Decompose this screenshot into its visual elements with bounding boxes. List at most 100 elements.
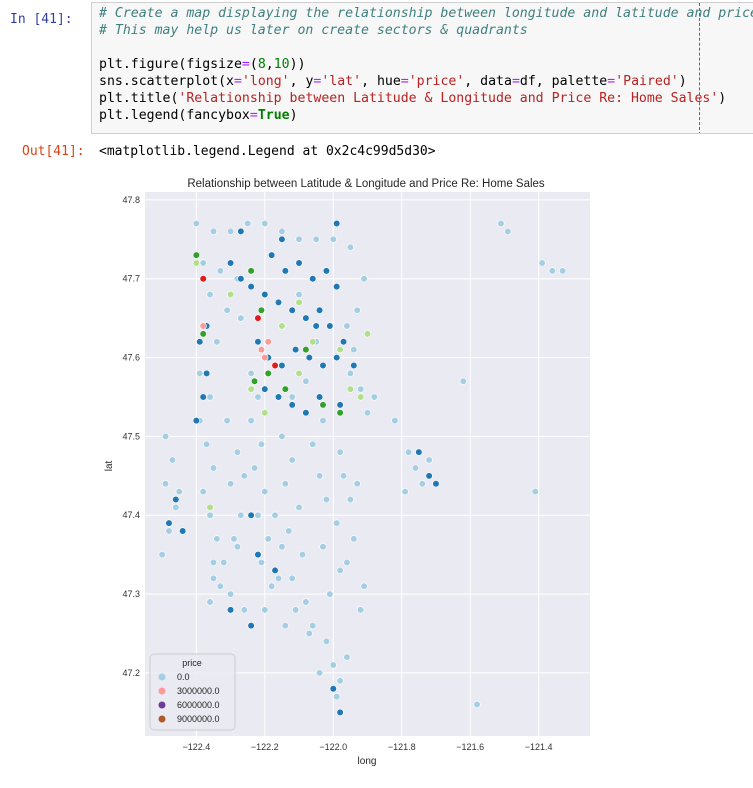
scatter-point	[281, 622, 289, 630]
scatter-point	[292, 346, 300, 354]
code-token: sns.scatterplot(x	[99, 74, 234, 89]
scatter-point	[264, 535, 272, 543]
scatter-point	[339, 338, 348, 346]
scatter-point	[271, 566, 279, 575]
x-tick-label: −121.8	[388, 742, 416, 752]
scatter-point	[226, 480, 235, 488]
scatter-point	[336, 401, 344, 409]
y-tick-label: 47.7	[122, 274, 140, 284]
code-token: , y	[289, 74, 314, 89]
scatter-point	[401, 487, 409, 496]
scatter-point	[203, 369, 211, 377]
scatter-point	[326, 590, 334, 598]
scatter-point	[343, 558, 351, 567]
legend-label: 3000000.0	[177, 686, 220, 696]
scatter-point	[247, 369, 255, 377]
x-tick-label: −122.0	[319, 742, 347, 752]
scatter-point	[309, 440, 317, 448]
scatter-point	[288, 393, 296, 401]
code-token: True	[257, 108, 290, 123]
legend-marker	[158, 687, 166, 695]
input-prompt: In [41]:	[10, 12, 73, 27]
code-token: =	[233, 74, 242, 89]
scatter-point	[226, 290, 235, 299]
scatter-point	[333, 283, 341, 291]
scatter-point	[206, 393, 214, 401]
y-tick-label: 47.2	[122, 668, 140, 678]
scatter-point	[261, 219, 269, 228]
scatter-point	[302, 314, 310, 322]
scatter-point	[411, 464, 420, 472]
scatter-point	[179, 527, 187, 535]
scatter-point	[233, 448, 242, 456]
scatter-point	[336, 708, 344, 716]
scatter-point	[206, 290, 214, 299]
scatter-point	[350, 361, 358, 370]
scatter-point	[504, 227, 512, 236]
legend-marker	[158, 715, 166, 723]
scatter-point	[559, 267, 567, 275]
scatter-point	[254, 511, 262, 519]
scatter-point	[329, 661, 337, 669]
code-token: =	[313, 74, 322, 89]
scatter-point	[240, 472, 248, 480]
scatter-point	[346, 369, 354, 377]
scatter-point	[333, 353, 341, 362]
scatter-point	[336, 448, 344, 456]
scatter-point	[315, 472, 324, 480]
scatter-point	[288, 574, 296, 582]
scatter-point	[315, 669, 324, 677]
scatter-point	[264, 369, 272, 377]
scatter-point	[237, 275, 245, 283]
code-token: 8	[257, 57, 266, 72]
scatter-point	[213, 535, 221, 543]
scatter-point	[346, 243, 354, 251]
line-length-ruler	[699, 3, 700, 133]
output-text: <matplotlib.legend.Legend at 0x2c4c99d5d…	[99, 144, 436, 159]
scatter-point	[357, 385, 365, 393]
scatter-point	[319, 401, 327, 409]
scatter-point	[353, 480, 361, 488]
scatter-point	[333, 519, 341, 527]
scatter-point	[196, 338, 204, 346]
scatter-point	[322, 495, 331, 504]
scatter-point	[333, 692, 341, 701]
scatter-point	[199, 487, 207, 496]
scatter-point	[350, 346, 358, 354]
scatter-point	[404, 448, 413, 456]
scatter-point	[199, 330, 207, 338]
code-line: plt.figure(figsize=(8,10))	[99, 56, 753, 73]
code-cell[interactable]: # Create a map displaying the relationsh…	[91, 2, 753, 134]
code-token: , data	[464, 74, 512, 89]
code-line: plt.legend(fancybox=True)	[99, 107, 753, 124]
scatter-point	[312, 322, 320, 330]
scatter-point	[165, 519, 173, 527]
scatter-chart: −122.4 −122.2 −122.0 −121.8 −121.6 −121.4 47.…	[104, 178, 590, 767]
scatter-point	[192, 417, 200, 425]
code-line: sns.scatterplot(x='long', y='lat', hue='…	[99, 73, 753, 90]
scatter-point	[196, 369, 204, 377]
code-token: 'Paired'	[615, 74, 679, 89]
scatter-point	[295, 290, 303, 299]
x-tick-label: −122.4	[182, 742, 210, 752]
scatter-point	[391, 417, 399, 425]
scatter-point	[292, 606, 300, 614]
scatter-point	[206, 598, 214, 606]
scatter-point	[343, 653, 351, 661]
scatter-point	[278, 432, 286, 441]
scatter-point	[278, 543, 286, 551]
scatter-point	[329, 685, 337, 693]
scatter-point	[363, 330, 372, 338]
scatter-point	[247, 267, 255, 275]
scatter-point	[257, 346, 265, 354]
scatter-point	[322, 267, 331, 275]
code-editor[interactable]: # Create a map displaying the relationsh…	[99, 5, 753, 124]
code-token: )	[718, 91, 727, 106]
scatter-point	[261, 385, 269, 393]
scatter-point	[209, 558, 218, 567]
scatter-point	[223, 417, 231, 425]
code-token: =	[400, 74, 409, 89]
scatter-point	[322, 637, 331, 645]
scatter-point	[360, 275, 368, 283]
scatter-point	[363, 409, 372, 417]
